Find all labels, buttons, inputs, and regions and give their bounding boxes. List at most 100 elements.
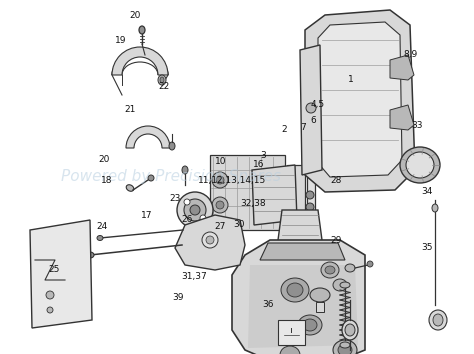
Ellipse shape (200, 215, 206, 221)
Ellipse shape (190, 205, 200, 215)
Text: 30: 30 (234, 220, 245, 229)
Ellipse shape (206, 236, 214, 244)
Ellipse shape (262, 197, 278, 213)
Ellipse shape (158, 75, 166, 85)
Text: 35: 35 (421, 243, 432, 252)
Polygon shape (252, 165, 297, 225)
Text: 1: 1 (348, 75, 354, 84)
Ellipse shape (281, 278, 309, 302)
Ellipse shape (433, 314, 443, 326)
Text: 20: 20 (99, 155, 110, 164)
Ellipse shape (306, 203, 314, 211)
Ellipse shape (160, 77, 164, 83)
Text: 6: 6 (310, 116, 316, 125)
Text: 32,38: 32,38 (241, 199, 266, 208)
Text: 36: 36 (262, 300, 273, 309)
Polygon shape (278, 320, 305, 345)
Wedge shape (112, 47, 168, 75)
Polygon shape (232, 240, 365, 354)
Text: 10: 10 (215, 156, 226, 166)
Text: 20: 20 (129, 11, 141, 21)
Ellipse shape (216, 201, 224, 209)
Text: 18: 18 (101, 176, 112, 185)
Polygon shape (210, 155, 285, 230)
Ellipse shape (280, 346, 300, 354)
Ellipse shape (47, 307, 53, 313)
Text: 26: 26 (182, 215, 193, 224)
Ellipse shape (86, 252, 94, 258)
Text: 11,12,13,14,15: 11,12,13,14,15 (198, 176, 266, 185)
Text: 17: 17 (141, 211, 153, 221)
Ellipse shape (306, 191, 314, 199)
Text: 31,37: 31,37 (182, 272, 207, 281)
Ellipse shape (148, 175, 154, 181)
Text: 33: 33 (411, 121, 423, 130)
Text: 4,5: 4,5 (310, 100, 325, 109)
Text: 2: 2 (282, 125, 287, 134)
Text: 28: 28 (331, 176, 342, 185)
Polygon shape (305, 10, 415, 192)
Ellipse shape (272, 180, 282, 190)
Ellipse shape (338, 344, 352, 354)
Text: 21: 21 (125, 105, 136, 114)
Ellipse shape (184, 199, 190, 205)
Ellipse shape (345, 264, 355, 272)
Ellipse shape (333, 279, 347, 291)
Text: 25: 25 (49, 264, 60, 274)
Ellipse shape (340, 282, 350, 288)
Ellipse shape (298, 315, 322, 335)
Ellipse shape (182, 166, 188, 174)
Ellipse shape (321, 262, 339, 278)
Text: 24: 24 (96, 222, 108, 231)
Ellipse shape (266, 201, 274, 209)
Polygon shape (390, 55, 414, 80)
Polygon shape (260, 243, 345, 260)
Polygon shape (307, 167, 315, 218)
Polygon shape (390, 105, 414, 130)
Ellipse shape (367, 261, 373, 267)
Text: 39: 39 (172, 293, 183, 302)
Ellipse shape (216, 176, 224, 184)
Ellipse shape (432, 204, 438, 212)
Ellipse shape (262, 172, 278, 188)
Text: 22: 22 (158, 82, 169, 91)
Text: 8,9: 8,9 (403, 50, 417, 59)
Polygon shape (300, 45, 322, 175)
Text: 16: 16 (253, 160, 264, 169)
Ellipse shape (46, 291, 54, 299)
Ellipse shape (406, 152, 434, 178)
Ellipse shape (177, 192, 213, 228)
Ellipse shape (126, 185, 134, 191)
Text: 34: 34 (421, 187, 432, 196)
Ellipse shape (266, 176, 274, 184)
Wedge shape (126, 126, 170, 148)
Ellipse shape (306, 103, 316, 113)
Text: 27: 27 (215, 222, 226, 231)
Text: 19: 19 (115, 36, 127, 45)
Ellipse shape (345, 324, 355, 336)
Ellipse shape (342, 320, 358, 340)
Ellipse shape (287, 283, 303, 297)
Ellipse shape (184, 199, 206, 221)
Ellipse shape (139, 26, 145, 34)
Ellipse shape (333, 340, 357, 354)
Ellipse shape (97, 235, 103, 240)
Ellipse shape (212, 172, 228, 188)
Ellipse shape (212, 197, 228, 213)
Ellipse shape (325, 266, 335, 274)
Polygon shape (318, 22, 402, 177)
Text: 7: 7 (301, 123, 306, 132)
Text: 29: 29 (331, 236, 342, 245)
Ellipse shape (303, 319, 317, 331)
Ellipse shape (429, 310, 447, 330)
Ellipse shape (169, 142, 175, 150)
Bar (316, 302, 324, 312)
Ellipse shape (340, 342, 350, 348)
Polygon shape (30, 220, 92, 328)
Text: 3: 3 (260, 151, 266, 160)
Polygon shape (278, 210, 322, 270)
Polygon shape (287, 165, 305, 220)
Text: Powered by Precision Spares: Powered by Precision Spares (61, 170, 281, 184)
Polygon shape (248, 265, 358, 348)
Ellipse shape (202, 232, 218, 248)
